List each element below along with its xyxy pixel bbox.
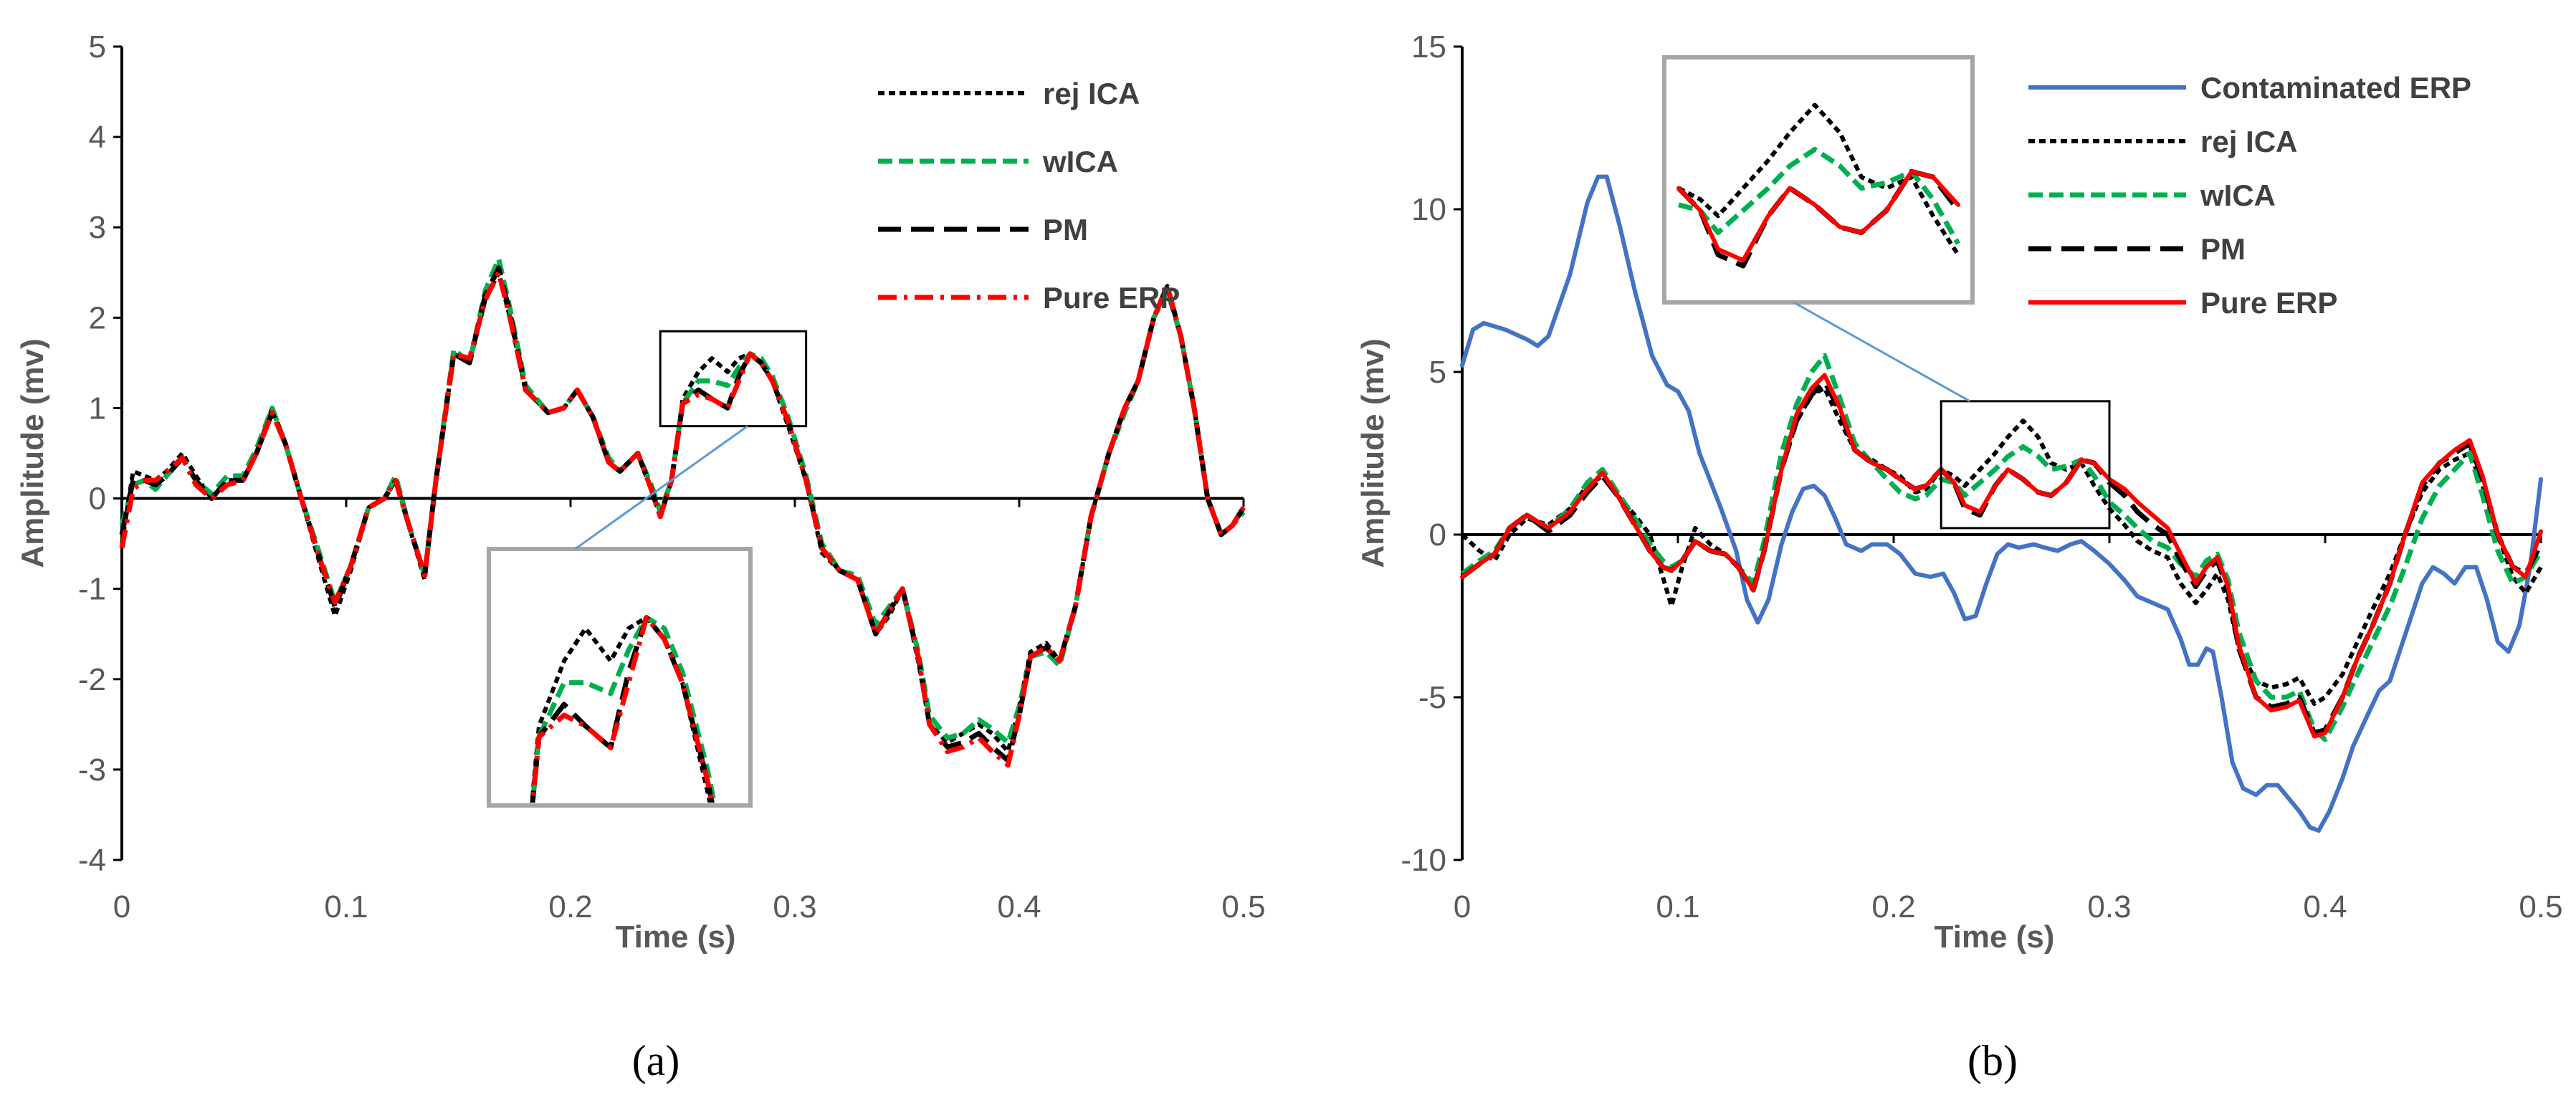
series-line-contaminated-erp [1460,174,2543,833]
x-tick-label: 0.3 [773,889,816,924]
x-tick-label: 0.4 [997,889,1041,924]
zoom-series-line-wica [530,615,717,803]
legend-label-wica: wICA [1042,145,1118,178]
y-tick-label: 2 [89,300,106,335]
y-tick-label: 3 [89,210,106,245]
y-axis-label: Amplitude (mv) [15,338,50,568]
series-line-pure-erp [119,269,1246,768]
x-tick-label: 0.2 [548,889,592,924]
zoom-inset [1662,55,1975,305]
x-axis-label: Time (s) [1935,919,2055,955]
zoom-series-line-rej-ica [530,615,712,803]
y-tick-label: -4 [78,843,106,878]
y-tick-label: -1 [78,572,106,607]
y-tick-label: -3 [78,752,106,788]
x-tick-label: 0.5 [2519,889,2562,924]
legend-label-pure-erp: Pure ERP [2200,286,2337,320]
legend: rej ICA wICA PM Pure ERP [878,77,1180,315]
legend-label-contaminated-erp: Contaminated ERP [2200,71,2471,105]
legend-label-pure-erp: Pure ERP [1043,281,1180,315]
zoom-inset-frame [487,547,753,808]
x-axis-label: Time (s) [616,919,736,955]
caption-b: (b) [1967,1037,2018,1084]
y-tick-label: -2 [78,662,106,697]
zoom-inset-frame [1662,55,1975,305]
y-tick-label: 0 [89,482,106,517]
zoom-connector [574,425,748,550]
y-tick-label: 0 [1429,517,1446,553]
y-tick-label: -10 [1401,843,1446,878]
x-tick-label: 0 [113,889,130,924]
caption-a: (a) [632,1037,680,1084]
series-line-wica [1460,353,2544,742]
zoom-series-line-pure-erp [1676,169,1960,263]
x-tick-label: 0.3 [2087,889,2131,924]
y-axis-label: Amplitude (mv) [1355,338,1390,568]
x-tick-label: 0.1 [1656,889,1699,924]
series-line-pure-erp [1460,373,2543,739]
legend-label-rej-ica: rej ICA [2200,125,2297,158]
legend: Contaminated ERP rej ICA wICA PM Pure ERP [2028,71,2471,320]
chart-a: -4 -3 -2 -1 0 1 2 3 4 5 0 0.1 0.2 0.3 0.4 0.5 Time (s) Am… [15,29,1266,955]
y-tick-label: 10 [1411,192,1446,227]
y-tick-label: 5 [89,29,106,64]
legend-label-rej-ica: rej ICA [1043,77,1140,110]
zoom-region-box [1940,400,2111,530]
series-line-pm [1460,379,2544,736]
y-tick-label: 1 [89,391,106,426]
x-tick-label: 0.2 [1871,889,1915,924]
series-line-rej-ica [1460,386,2543,707]
y-tick-label: 15 [1411,29,1446,64]
y-tick-label: 4 [89,120,106,155]
y-tick-label: 5 [1429,355,1446,390]
y-tick-label: -5 [1418,680,1446,715]
zoom-connector [1793,301,1970,403]
legend-label-pm: PM [2200,232,2246,266]
legend-label-wica: wICA [2200,178,2276,212]
zoom-series-line-pure-erp [530,615,715,803]
x-tick-label: 0.4 [2303,889,2347,924]
zoom-region-box [659,330,808,428]
zoom-series-line-rej-ica [1677,102,1960,257]
legend-label-pm: PM [1043,213,1088,247]
chart-b: -10 -5 0 5 10 15 0 0.1 0.2 0.3 0.4 0.5 Time (s) Ampli… [1355,29,2563,955]
x-tick-label: 0.5 [1221,889,1265,924]
zoom-inset [487,547,753,808]
x-tick-label: 0.1 [324,889,368,924]
x-tick-label: 0 [1454,889,1471,924]
